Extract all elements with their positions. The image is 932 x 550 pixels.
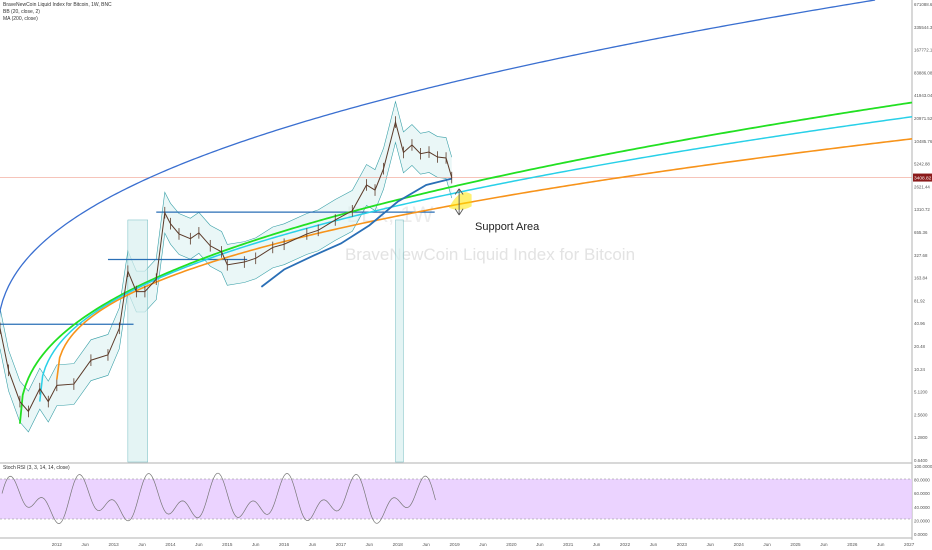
rsi-tick-label: 60.0000 [914,491,930,496]
last-price-tag [913,173,932,182]
bollinger-fill [0,101,452,432]
legend-moving-average: MA (200, close) [3,16,38,22]
rsi-tick-label: 100.0000 [914,464,932,469]
y-tick-label: 20971.52 [914,116,932,121]
y-tick-label: 167772.16 [914,48,932,53]
y-tick-label: 1.2800 [914,435,928,440]
y-tick-label: 655.36 [914,230,928,235]
x-tick-label: 2018 [393,542,404,547]
legend-bollinger-bands: BB (20, close, 2) [3,9,40,15]
x-tick-label: 2019 [449,542,460,547]
moving-average-200 [260,177,452,288]
x-tick-label: 2013 [109,542,120,547]
x-tick-label: 2015 [222,542,233,547]
x-tick-label: Jun [707,542,715,547]
x-tick-label: Jun [536,542,544,547]
chart-legend: BraveNewCoin Liquid Index for Bitcoin, 1… [3,2,112,23]
legend-symbol-title: BraveNewCoin Liquid Index for Bitcoin, 1… [3,2,112,8]
x-tick-label: 2016 [279,542,290,547]
blue-upper-arc [0,0,876,318]
y-tick-label: 41943.04 [914,93,932,98]
x-tick-label: 2023 [677,542,688,547]
x-tick-label: Jun [309,542,317,547]
rsi-tick-label: 20.0000 [914,518,930,523]
x-tick-label: Jun [650,542,658,547]
rsi-tick-label: 0.0000 [914,532,928,537]
x-tick-label: Jun [195,542,203,547]
y-tick-label: 0.6400 [914,458,928,463]
bollinger-spike-2 [395,219,404,463]
last-price-tag-label: 3408.82 [914,176,932,182]
y-tick-label: 81.92 [914,298,926,303]
x-tick-label: Jun [138,542,146,547]
x-tick-label: 2024 [734,542,745,547]
bollinger-lower [0,141,453,433]
orange-log-curve [56,138,913,380]
x-tick-label: Jun [877,542,885,547]
x-tick-label: Jun [82,542,90,547]
bollinger-spike-1 [127,219,148,463]
bollinger-upper [0,100,453,392]
y-tick-label: 2621.44 [914,184,930,189]
x-tick-label: 2017 [336,542,347,547]
y-tick-label: 5.1200 [914,390,928,395]
x-tick-label: 2020 [506,542,517,547]
cyan-log-curve [39,116,913,402]
stoch-rsi-line [1,472,436,524]
y-tick-label: 335544.32 [914,25,932,30]
support-area-label: Support Area [475,221,540,233]
x-tick-label: 2026 [847,542,858,547]
y-tick-label: 10485.76 [914,139,932,144]
y-tick-label: 40.96 [914,321,926,326]
rsi-tick-label: 80.0000 [914,478,930,483]
x-tick-label: 2014 [165,542,176,547]
x-tick-label: Jun [422,542,430,547]
x-tick-label: Jun [252,542,260,547]
x-tick-label: 2021 [563,542,574,547]
watermark-title: BraveNewCoin Liquid Index for Bitcoin [345,245,635,264]
stoch-rsi-legend: Stoch RSI (3, 3, 14, 14, close) [3,465,70,471]
green-log-curve [18,101,913,424]
y-tick-label: 2.5600 [914,412,928,417]
x-tick-label: 2027 [904,542,915,547]
x-tick-label: Jun [366,542,374,547]
x-tick-label: 2022 [620,542,631,547]
rsi-band [0,479,912,519]
y-tick-label: 20.48 [914,344,926,349]
x-tick-label: Jun [763,542,771,547]
y-tick-label: 1310.72 [914,207,930,212]
price-series [0,120,453,413]
y-tick-label: 83886.08 [914,70,932,75]
x-tick-label: 2012 [52,542,63,547]
x-tick-label: Jun [820,542,828,547]
x-tick-label: Jun [479,542,487,547]
y-tick-label: 10.24 [914,367,926,372]
support-area-highlight [448,192,472,210]
support-range-arrow [454,188,464,216]
y-tick-label: 5242.88 [914,162,930,167]
y-tick-label: 327.68 [914,253,928,258]
x-tick-label: 2025 [790,542,801,547]
y-tick-label: 671088.64 [914,2,932,7]
rsi-tick-label: 40.0000 [914,505,930,510]
y-tick-label: 163.84 [914,276,928,281]
x-tick-label: Jun [593,542,601,547]
